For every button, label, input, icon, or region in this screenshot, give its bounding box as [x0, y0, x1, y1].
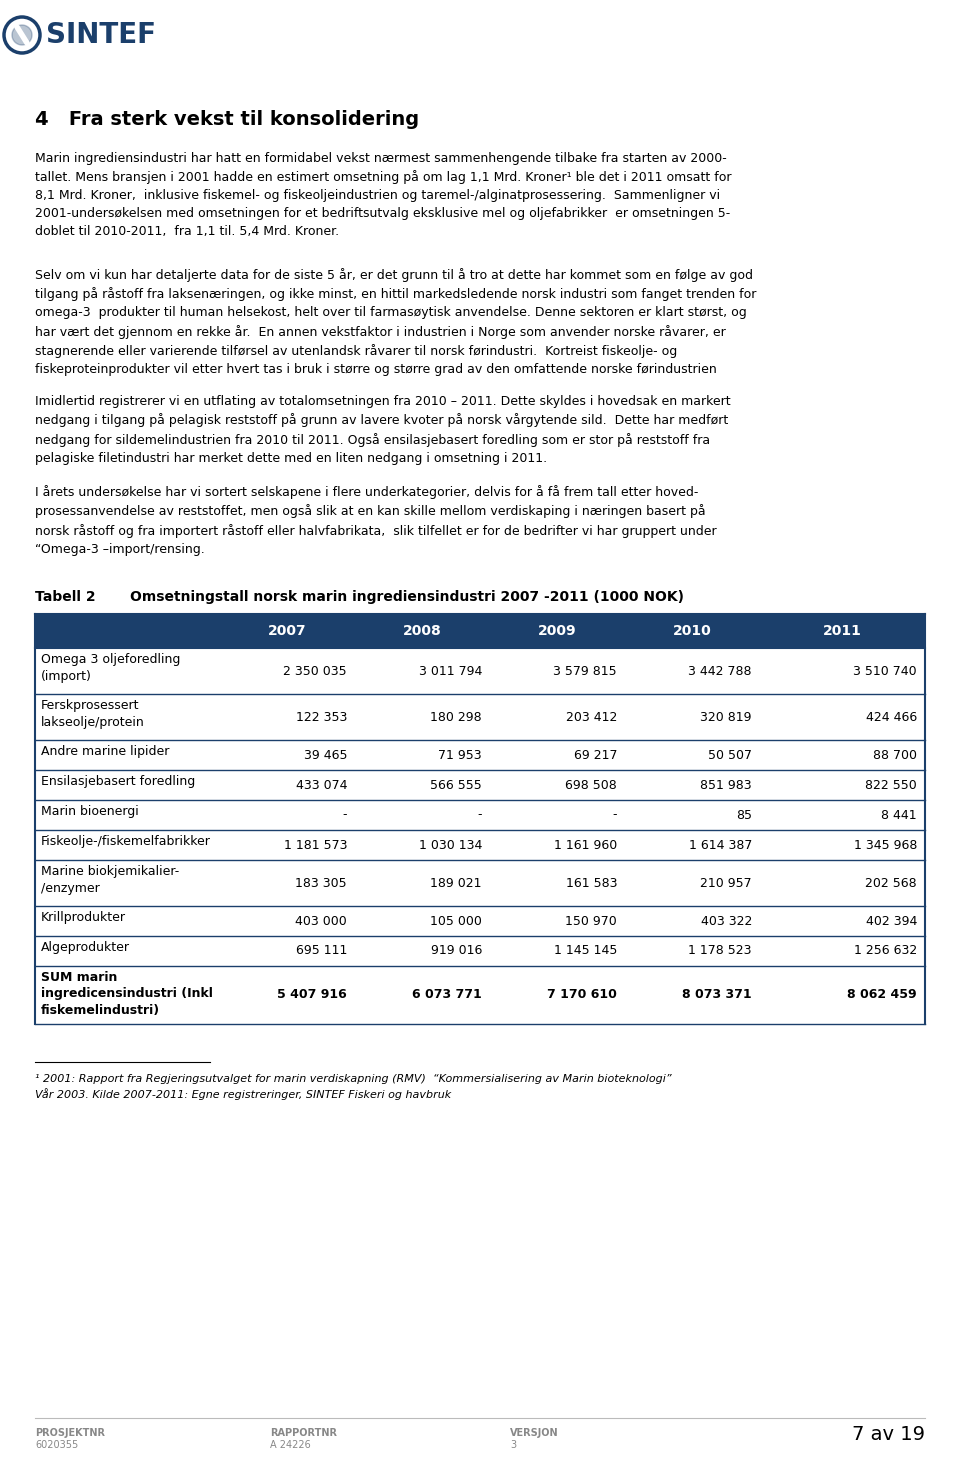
Text: RAPPORTNR: RAPPORTNR — [270, 1427, 337, 1438]
Text: VERSJON: VERSJON — [510, 1427, 559, 1438]
Text: 88 700: 88 700 — [873, 748, 917, 761]
Bar — [35, 741, 925, 770]
Text: 39 465: 39 465 — [303, 748, 347, 761]
Text: 6 073 771: 6 073 771 — [412, 989, 482, 1002]
Text: 3 011 794: 3 011 794 — [419, 665, 482, 678]
Text: 1 145 145: 1 145 145 — [554, 945, 617, 958]
Text: 50 507: 50 507 — [708, 748, 752, 761]
Text: 7 170 610: 7 170 610 — [547, 989, 617, 1002]
Text: Ensilasjebasert foredling: Ensilasjebasert foredling — [41, 776, 195, 787]
Text: 2 350 035: 2 350 035 — [283, 665, 347, 678]
Bar — [35, 647, 925, 694]
Text: 2011: 2011 — [823, 624, 862, 639]
Text: -: - — [612, 809, 617, 821]
Text: 8 441: 8 441 — [881, 809, 917, 821]
Bar — [35, 770, 925, 800]
Text: Marine biokjemikalier-
/enzymer: Marine biokjemikalier- /enzymer — [41, 865, 180, 895]
Text: 1 614 387: 1 614 387 — [688, 838, 752, 851]
Text: 403 000: 403 000 — [296, 914, 347, 927]
Text: 1 030 134: 1 030 134 — [419, 838, 482, 851]
Text: Krillprodukter: Krillprodukter — [41, 911, 126, 924]
Bar — [35, 614, 925, 647]
Text: PROSJEKTNR: PROSJEKTNR — [35, 1427, 105, 1438]
Text: 202 568: 202 568 — [865, 876, 917, 889]
Text: 183 305: 183 305 — [296, 876, 347, 889]
Text: 919 016: 919 016 — [431, 945, 482, 958]
Text: 150 970: 150 970 — [565, 914, 617, 927]
Text: 403 322: 403 322 — [701, 914, 752, 927]
Text: 851 983: 851 983 — [701, 779, 752, 792]
Text: 4   Fra sterk vekst til konsolidering: 4 Fra sterk vekst til konsolidering — [35, 109, 420, 128]
Text: 2007: 2007 — [268, 624, 307, 639]
Bar — [35, 936, 925, 967]
Bar — [35, 694, 925, 741]
Text: 3: 3 — [510, 1441, 516, 1451]
Text: 3 442 788: 3 442 788 — [688, 665, 752, 678]
Text: Andre marine lipider: Andre marine lipider — [41, 745, 169, 758]
Text: ¹ 2001: Rapport fra Regjeringsutvalget for marin verdiskapning (RMV)  “Kommersia: ¹ 2001: Rapport fra Regjeringsutvalget f… — [35, 1075, 672, 1101]
Text: A 24226: A 24226 — [270, 1441, 311, 1451]
Bar — [35, 967, 925, 1024]
Text: Marin bioenergi: Marin bioenergi — [41, 805, 139, 818]
Text: 1 178 523: 1 178 523 — [688, 945, 752, 958]
Text: 3 579 815: 3 579 815 — [553, 665, 617, 678]
Text: 180 298: 180 298 — [430, 710, 482, 723]
Bar — [35, 905, 925, 936]
Text: 71 953: 71 953 — [439, 748, 482, 761]
Text: 2010: 2010 — [673, 624, 712, 639]
Text: 566 555: 566 555 — [430, 779, 482, 792]
Text: SINTEF: SINTEF — [46, 20, 156, 50]
Text: 1 256 632: 1 256 632 — [853, 945, 917, 958]
Bar — [35, 800, 925, 830]
Text: 203 412: 203 412 — [565, 710, 617, 723]
Text: -: - — [477, 809, 482, 821]
Text: Selv om vi kun har detaljerte data for de siste 5 år, er det grunn til å tro at : Selv om vi kun har detaljerte data for d… — [35, 268, 756, 376]
Text: 8 062 459: 8 062 459 — [848, 989, 917, 1002]
Bar — [35, 860, 925, 905]
Text: Omsetningstall norsk marin ingrediensindustri 2007 -2011 (1000 NOK): Omsetningstall norsk marin ingrediensind… — [130, 590, 684, 604]
Text: 6020355: 6020355 — [35, 1441, 79, 1451]
Text: Ferskprosessert
lakseolje/protein: Ferskprosessert lakseolje/protein — [41, 698, 145, 729]
Text: 7 av 19: 7 av 19 — [852, 1424, 925, 1443]
Text: 69 217: 69 217 — [573, 748, 617, 761]
Text: 3 510 740: 3 510 740 — [853, 665, 917, 678]
Text: 85: 85 — [736, 809, 752, 821]
Text: 1 161 960: 1 161 960 — [554, 838, 617, 851]
Text: 2009: 2009 — [539, 624, 577, 639]
Text: 424 466: 424 466 — [866, 710, 917, 723]
Text: 822 550: 822 550 — [865, 779, 917, 792]
Text: 320 819: 320 819 — [701, 710, 752, 723]
Text: Omega 3 oljeforedling
(import): Omega 3 oljeforedling (import) — [41, 653, 180, 682]
Text: 189 021: 189 021 — [430, 876, 482, 889]
Text: Fiskeolje-/fiskemelfabrikker: Fiskeolje-/fiskemelfabrikker — [41, 835, 211, 849]
Text: SUM marin
ingredicensindustri (Inkl
fiskemelindustri): SUM marin ingredicensindustri (Inkl fisk… — [41, 971, 213, 1018]
Text: Tabell 2: Tabell 2 — [35, 590, 96, 604]
Text: 698 508: 698 508 — [565, 779, 617, 792]
Text: 433 074: 433 074 — [296, 779, 347, 792]
Text: 402 394: 402 394 — [866, 914, 917, 927]
Text: Marin ingrediensindustri har hatt en formidabel vekst nærmest sammenhengende til: Marin ingrediensindustri har hatt en for… — [35, 152, 732, 239]
Text: 105 000: 105 000 — [430, 914, 482, 927]
Text: 1 345 968: 1 345 968 — [853, 838, 917, 851]
Text: -: - — [343, 809, 347, 821]
Text: 1 181 573: 1 181 573 — [283, 838, 347, 851]
Text: Imidlertid registrerer vi en utflating av totalomsetningen fra 2010 – 2011. Dett: Imidlertid registrerer vi en utflating a… — [35, 395, 731, 465]
Text: Algeprodukter: Algeprodukter — [41, 940, 130, 954]
Circle shape — [12, 25, 32, 45]
Text: 210 957: 210 957 — [701, 876, 752, 889]
Text: 2008: 2008 — [403, 624, 442, 639]
Text: I årets undersøkelse har vi sortert selskapene i flere underkategorier, delvis f: I årets undersøkelse har vi sortert sels… — [35, 486, 716, 555]
Bar — [35, 830, 925, 860]
Text: 8 073 371: 8 073 371 — [683, 989, 752, 1002]
Text: 161 583: 161 583 — [565, 876, 617, 889]
Text: 122 353: 122 353 — [296, 710, 347, 723]
Text: 695 111: 695 111 — [296, 945, 347, 958]
Text: 5 407 916: 5 407 916 — [277, 989, 347, 1002]
